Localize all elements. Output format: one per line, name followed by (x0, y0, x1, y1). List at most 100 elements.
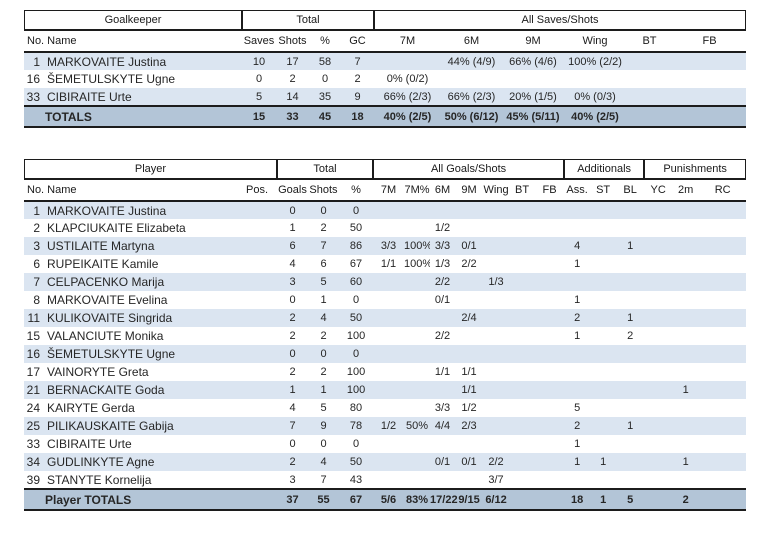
col-header-ass: Ass. (564, 180, 591, 202)
col-header-gc: GC (341, 31, 374, 53)
cell-fb (535, 435, 564, 453)
table-row: 16 ŠEMETULSKYTE Ugne 0 2 0 2 0% (0/2) (24, 70, 746, 88)
cell-shots: 14 (276, 88, 309, 106)
cell-ass: 5 (574, 402, 581, 414)
cell-7m (373, 201, 405, 219)
table-row: 21 BERNACKAITE Goda 1 1 100 1/1 1 (24, 381, 747, 399)
cell-bl (616, 219, 644, 237)
cell-saves: 0 (255, 73, 263, 85)
cell-9m: 0/1 (455, 453, 484, 471)
player-table-header: Player Total All Goals/Shots Additionals Pun… (24, 159, 747, 202)
cell-7m (373, 435, 404, 453)
cell-fb (535, 345, 565, 363)
totals-row: Player TOTALS 37 55 67 5/6 83% 17/22 9/15 6/12 18… (24, 488, 747, 511)
cell-saves: 10 (242, 52, 276, 70)
cell-ass: 1 (574, 294, 581, 306)
cell-bl: 2 (627, 330, 634, 342)
totals-label: Player TOTALS (24, 488, 237, 511)
col-header-yc: YC (644, 180, 673, 202)
cell-6m (430, 435, 455, 453)
col-header-st: ST (590, 180, 617, 202)
cell-7m: 100% (404, 258, 431, 270)
cell-6m (430, 471, 455, 489)
player-number: 21 (24, 381, 44, 399)
cell-6m: 2/2 (430, 273, 456, 291)
cell-9m (502, 70, 564, 88)
cell-ass (564, 219, 590, 237)
group-header-all-goals-shots: All Goals/Shots (373, 159, 565, 180)
cell-st: 1 (590, 453, 617, 471)
cell-col: 50 (339, 453, 374, 471)
player-name: CIBIRAITE Urte (47, 437, 132, 451)
col-header-9m: 9M (502, 31, 564, 53)
total-9m: 45% (5/11) (502, 105, 564, 128)
cell-9m: 2/3 (455, 417, 484, 435)
cell-ass: 1 (574, 438, 581, 450)
group-header-label: All Saves/Shots (374, 10, 747, 31)
player-name: PILIKAUSKAITE Gabija (44, 417, 237, 435)
cell-7m: 3/3 (373, 237, 405, 255)
player-number: 34 (24, 453, 44, 471)
cell-shots: 4 (308, 309, 339, 327)
player-number: 16 (24, 345, 44, 363)
cell-col: 0 (352, 294, 360, 306)
cell-shots: 5 (320, 402, 327, 414)
table-row: 11 KULIKOVAITE Singrida 2 4 50 2/4 2 1 (24, 309, 747, 327)
col-header-shots: Shots (308, 180, 339, 202)
table-row: 24 KAIRYTE Gerda 4 5 80 3/3 1/2 5 (24, 399, 746, 417)
col-header-saves: Saves (242, 31, 276, 53)
cell-2m (672, 219, 699, 237)
player-number: 24 (26, 401, 40, 415)
cell-bt (509, 345, 536, 363)
player-number: 6 (33, 257, 40, 271)
cell-7m (373, 327, 404, 345)
cell-7m: 50% (404, 417, 431, 435)
totals-label: TOTALS (24, 105, 242, 128)
col-header-col: % (339, 180, 374, 202)
cell-rc (699, 219, 746, 237)
cell-2m (672, 255, 699, 273)
cell-7m (404, 309, 431, 327)
cell-col: 60 (339, 273, 374, 291)
cell-6m (441, 70, 502, 88)
table-row: 15 VALANCIUTE Monika 2 2 100 2/2 1 2 (24, 327, 746, 345)
col-header-6m: 6M (441, 31, 502, 53)
group-header-label: Total (277, 159, 374, 180)
cell-9m: 1/2 (461, 402, 477, 414)
cell-gc: 7 (341, 52, 374, 70)
cell-7m (404, 345, 431, 363)
cell-shots: 2 (320, 222, 327, 234)
cell-9m (455, 273, 484, 291)
cell-goals: 1 (277, 381, 308, 399)
cell-2m (672, 201, 700, 219)
cell-9m (455, 345, 484, 363)
player-name: KLAPCIUKAITE Elizabeta (47, 221, 186, 235)
cell-2m: 1 (672, 381, 700, 399)
cell-goals: 0 (289, 438, 296, 450)
cell-bt (626, 70, 673, 88)
cell-col: 67 (349, 258, 363, 270)
cell-9m (455, 471, 483, 489)
cell-7m (404, 381, 431, 399)
cell-bt (626, 52, 673, 70)
cell-shots: 2 (320, 330, 327, 342)
col-header-fb: FB (535, 180, 565, 202)
cell-2m (672, 345, 700, 363)
table-row: 17 VAINORYTE Greta 2 2 100 1/1 1/1 (24, 363, 746, 381)
cell-6m: 3/3 (434, 402, 451, 414)
cell-6m (430, 309, 456, 327)
cell-7m (373, 399, 404, 417)
cell-shots: 4 (308, 453, 339, 471)
cell-bl (616, 399, 644, 417)
cell-bl (616, 291, 644, 309)
cell-7m (404, 327, 430, 345)
cell-pos (237, 219, 277, 237)
cell-2m (672, 273, 700, 291)
goalkeeper-table-header: Goalkeeper Total All Saves/Shots No. Name Sa… (24, 10, 747, 53)
cell-st (590, 291, 616, 309)
cell-col: 43 (349, 473, 363, 486)
total-6m: 17/22 (430, 488, 458, 511)
cell-wing (483, 345, 510, 363)
total-shots: 55 (308, 488, 339, 511)
